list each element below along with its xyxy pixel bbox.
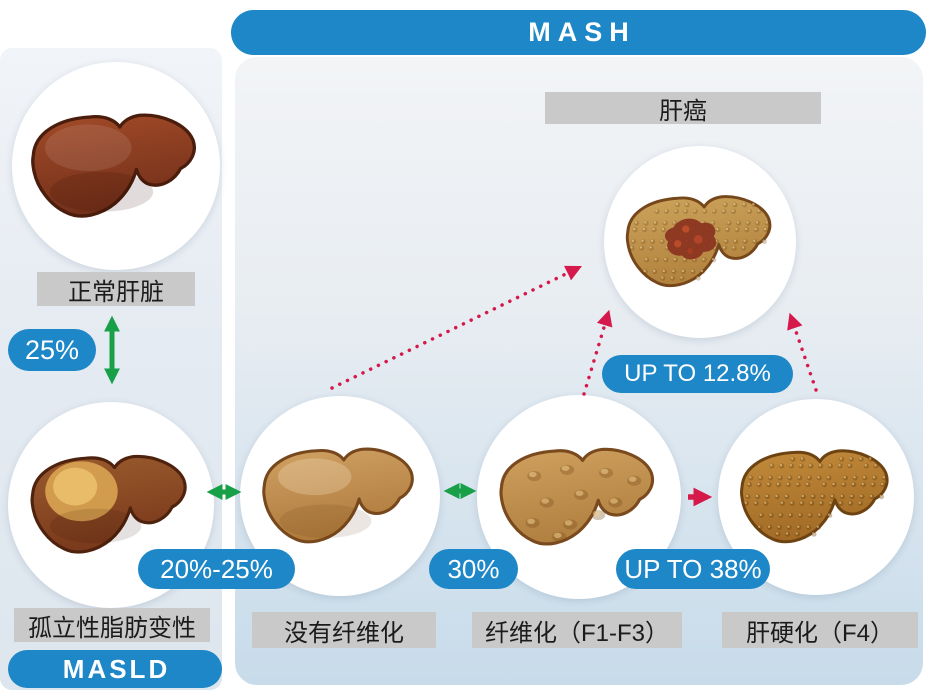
cancer-liver-illustration: [604, 146, 796, 338]
cancer-liver-circle: [604, 146, 796, 338]
no-fibrosis-label: 没有纤维化: [252, 612, 436, 648]
badge-25-percent: 25%: [8, 329, 96, 371]
normal-liver-label: 正常肝脏: [37, 272, 195, 306]
cirrhosis-liver-illustration: [718, 399, 914, 595]
badge-20-25-percent: 20%-25%: [138, 549, 295, 589]
cirrhosis-liver-circle: [718, 399, 914, 595]
fibrosis-liver-illustration: [477, 395, 681, 599]
badge-up-to-38-percent: UP TO 38%: [616, 549, 770, 589]
normal-liver-illustration: [12, 62, 220, 270]
masld-banner: MASLD: [8, 650, 222, 688]
normal-liver-circle: [12, 62, 220, 270]
badge-30-percent: 30%: [429, 549, 518, 589]
cirrhosis-label: 肝硬化（F4）: [722, 612, 918, 648]
steatosis-liver-illustration: [8, 402, 214, 608]
steatosis-label: 孤立性脂肪变性: [14, 608, 210, 642]
fibrosis-liver-circle: [477, 395, 681, 599]
no-fibrosis-liver-circle: [240, 396, 440, 596]
no-fibrosis-liver-illustration: [240, 396, 440, 596]
fibrosis-label: 纤维化（F1-F3）: [472, 612, 682, 648]
mash-banner: MASH: [231, 10, 926, 55]
badge-up-to-12-8-percent: UP TO 12.8%: [602, 355, 793, 393]
liver-cancer-label: 肝癌: [545, 92, 821, 125]
